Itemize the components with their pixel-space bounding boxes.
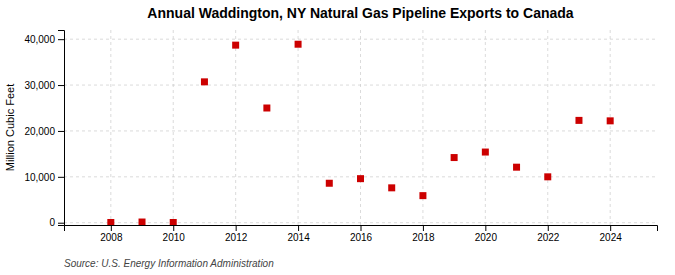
x-grid-line xyxy=(360,30,361,225)
x-grid-line xyxy=(485,30,486,225)
x-tick-mark xyxy=(423,225,424,231)
y-tick: 20,000 xyxy=(24,126,64,137)
point xyxy=(357,175,364,182)
point xyxy=(451,154,458,161)
y-tick: 40,000 xyxy=(24,34,64,45)
x-tick: 2024 xyxy=(600,225,623,243)
point xyxy=(295,41,302,48)
point xyxy=(544,173,551,180)
y-axis-title: Million Cubic Feet xyxy=(4,84,16,171)
y-axis: 0 10,000 20,000 30,000 40,000 xyxy=(24,31,64,229)
point xyxy=(232,42,239,49)
point xyxy=(482,149,489,156)
x-grid-line xyxy=(547,30,548,225)
x-tick-label: 2018 xyxy=(412,232,435,243)
plot-area: 2008 2010 2012 2014 2016 2018 2020 2022 2024 0 10,… xyxy=(24,30,657,243)
y-tick-label: 40,000 xyxy=(24,34,55,45)
x-tick-label: 2010 xyxy=(163,232,186,243)
points xyxy=(107,41,613,225)
chart: 2008 2010 2012 2014 2016 2018 2020 2022 2024 0 10,… xyxy=(0,0,675,275)
x-tick-mark xyxy=(485,225,486,231)
point xyxy=(170,219,177,225)
x-tick-mark xyxy=(610,225,611,231)
y-tick-mark xyxy=(58,85,64,86)
x-grid-line xyxy=(298,30,299,225)
x-tick: 2010 xyxy=(163,225,186,243)
point xyxy=(607,117,614,124)
x-tick: 2012 xyxy=(225,225,248,243)
point xyxy=(139,219,146,225)
y-tick-mark xyxy=(58,131,64,132)
x-tick-label: 2024 xyxy=(600,232,623,243)
y-tick-label: 20,000 xyxy=(24,126,55,137)
x-tick-label: 2012 xyxy=(225,232,248,243)
title: Annual Waddington, NY Natural Gas Pipeli… xyxy=(147,5,573,21)
x-tick: 2014 xyxy=(287,225,310,243)
y-tick-mark xyxy=(58,223,64,224)
x-tick-mark xyxy=(173,225,174,231)
y-grid-line xyxy=(64,222,657,223)
x-grid-line xyxy=(610,30,611,225)
y-tick-mark xyxy=(58,39,64,40)
x-tick: 2008 xyxy=(100,225,123,243)
y-grid-line xyxy=(64,39,657,40)
point xyxy=(388,184,395,191)
y-axis-line xyxy=(58,31,65,226)
y-tick-label: 10,000 xyxy=(24,172,55,183)
y-tick-mark xyxy=(58,177,64,178)
x-tick-mark xyxy=(548,225,549,231)
point xyxy=(107,219,114,225)
x-tick-label: 2022 xyxy=(537,232,560,243)
x-tick-label: 2016 xyxy=(350,232,373,243)
x-grid-line xyxy=(173,30,174,225)
x-tick: 2018 xyxy=(412,225,435,243)
point xyxy=(575,117,582,124)
x-tick-label: 2020 xyxy=(475,232,498,243)
point xyxy=(263,105,270,112)
x-grid-line xyxy=(110,30,111,225)
x-tick: 2020 xyxy=(475,225,498,243)
x-tick: 2016 xyxy=(350,225,373,243)
y-tick-label: 0 xyxy=(49,217,55,228)
y-tick: 10,000 xyxy=(24,172,64,183)
x-tick-label: 2008 xyxy=(100,232,123,243)
y-tick: 0 xyxy=(49,217,64,228)
point xyxy=(326,180,333,187)
y-grid-line xyxy=(64,130,657,131)
x-grid-line xyxy=(235,30,236,225)
x-tick-mark xyxy=(361,225,362,231)
x-tick: 2022 xyxy=(537,225,560,243)
x-axis-line xyxy=(65,226,658,232)
x-tick-mark xyxy=(111,225,112,231)
x-tick-mark xyxy=(298,225,299,231)
y-grid-line xyxy=(64,85,657,86)
point xyxy=(513,164,520,171)
grid xyxy=(64,30,657,225)
y-tick-label: 30,000 xyxy=(24,80,55,91)
y-tick: 30,000 xyxy=(24,80,64,91)
x-axis: 2008 2010 2012 2014 2016 2018 2020 2022 2024 xyxy=(65,225,658,243)
point xyxy=(419,192,426,199)
point xyxy=(201,78,208,85)
x-tick-label: 2014 xyxy=(287,232,310,243)
source-note: Source: U.S. Energy Information Administ… xyxy=(64,258,274,269)
x-tick-mark xyxy=(236,225,237,231)
